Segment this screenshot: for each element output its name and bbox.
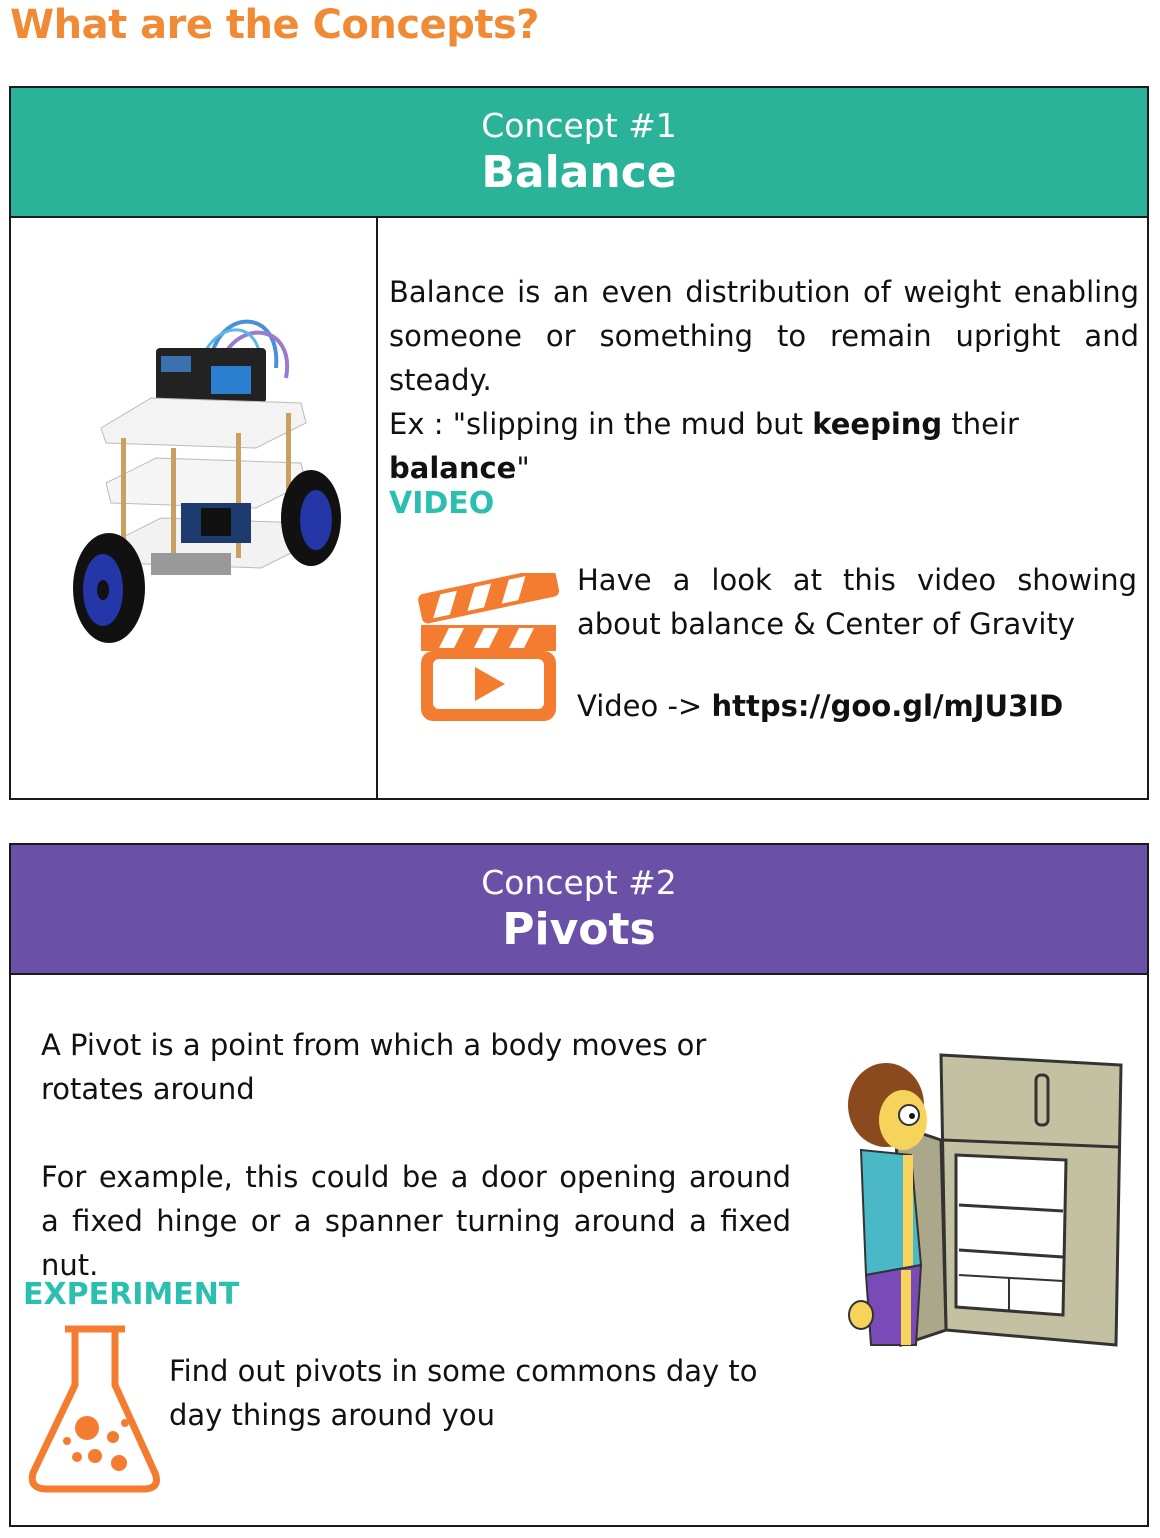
- clapperboard-icon: [418, 573, 559, 721]
- pivot-example: For example, this could be a door openin…: [41, 1160, 791, 1282]
- man-at-fridge-image: [848, 1053, 1123, 1348]
- pivot-definition: A Pivot is a point from which a body mov…: [41, 1028, 707, 1106]
- concept-name: Balance: [481, 147, 677, 198]
- concept-name: Pivots: [502, 904, 656, 955]
- column-divider: [376, 218, 378, 798]
- concept-number: Concept #1: [481, 106, 677, 145]
- balance-definition: Balance is an even distribution of weigh…: [389, 275, 1139, 397]
- concept-card-balance: Concept #1 Balance: [9, 86, 1149, 800]
- video-label: VIDEO: [389, 486, 495, 521]
- video-description: Have a look at this video showing about …: [577, 563, 1137, 641]
- video-link-line: Video -> https://goo.gl/mJU3ID: [577, 689, 1064, 723]
- experiment-text: Find out pivots in some commons day to d…: [169, 1354, 758, 1432]
- balance-example: Ex : "slipping in the mud but keeping th…: [389, 407, 1019, 485]
- experiment-label: EXPERIMENT: [23, 1277, 240, 1312]
- concept-card-pivots: Concept #2 Pivots A Pivot is a point fro…: [9, 843, 1149, 1527]
- concept-number: Concept #2: [481, 863, 677, 902]
- flask-icon: [28, 1325, 160, 1493]
- self-balancing-robot-image: [73, 319, 341, 643]
- concept-body: Balance is an even distribution of weigh…: [11, 218, 1147, 798]
- page-title: What are the Concepts?: [10, 2, 539, 48]
- video-link[interactable]: https://goo.gl/mJU3ID: [711, 689, 1064, 723]
- concept-header: Concept #1 Balance: [11, 88, 1147, 218]
- concept-header: Concept #2 Pivots: [11, 845, 1147, 975]
